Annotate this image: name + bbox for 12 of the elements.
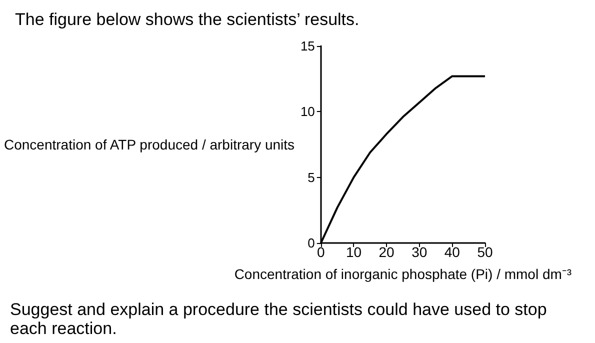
- x-tick-label: 30: [412, 244, 428, 260]
- y-axis-title: Concentration of ATP produced / arbitrary units: [4, 136, 295, 152]
- x-tick-label: 20: [378, 244, 395, 260]
- text: Suggest and explain a procedure the scientists could have used to stop each reaction.: [10, 300, 552, 338]
- x-tick-label: 10: [346, 244, 362, 260]
- x-tick-label: 40: [444, 244, 460, 260]
- y-tick-label: 15: [300, 38, 315, 54]
- chart-title: The figure below shows the scientists’ results.: [15, 10, 360, 29]
- x-axis-title: Concentration of inorganic phosphate (Pi) / mmol dm⁻³: [234, 266, 572, 282]
- y-tick-label: 10: [300, 104, 315, 120]
- y-tick-label: 5: [308, 170, 315, 185]
- x-tick-label: 50: [477, 244, 493, 260]
